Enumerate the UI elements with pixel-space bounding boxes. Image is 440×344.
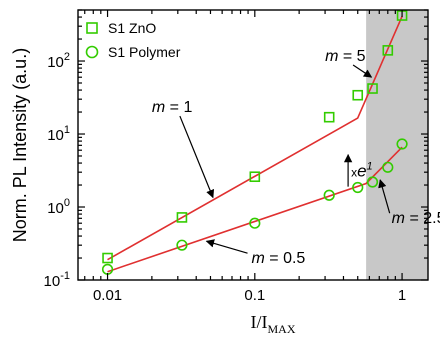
annotation-arrow-m05 [205,239,248,254]
y-tick-label: 10-1 [44,270,70,290]
y-tick-label: 100 [47,197,70,217]
polymer-data-point [176,239,188,251]
legend-label: S1 Polymer [108,44,181,60]
fit-line-2 [107,146,403,273]
polymer-data-point [396,138,408,150]
zno-data-point [102,252,113,264]
y-tick-label: 102 [47,51,70,71]
legend-square-marker [86,22,98,34]
legend-circle-marker [85,45,99,59]
x-tick-label: 0.1 [244,287,265,304]
polymer-data-point [323,189,335,201]
annotation-m5: m = 5 [325,48,366,65]
y-tick-label: 101 [47,124,70,144]
zno-data-point [352,89,364,101]
x-axis-title: I/IMAX [250,312,295,336]
annotation-arrow-m25 [378,179,391,214]
legend-label: S1 ZnO [108,20,156,36]
x-tick-label: 1 [398,287,406,304]
annotation-arrow-m1 [179,115,215,199]
zno-data-point [323,111,335,123]
zno-data-point [367,83,378,94]
fit-line-1 [107,15,403,261]
x-tick-label: 0.01 [93,287,122,304]
polymer-data-point [101,263,114,275]
annotation-m1: m = 1 [152,99,193,116]
y-axis-title: Norm. PL Intensity (a.u.) [10,48,30,242]
polymer-data-point [249,217,261,229]
zno-data-point [249,171,261,183]
annotation-m05: m = 0.5 [252,250,306,267]
polymer-data-point [352,181,364,194]
annotation-m25: m = 2.5 [392,210,440,227]
zno-data-point [382,45,394,56]
polymer-data-point [366,176,379,188]
annotation-arrow-m5 [352,64,373,78]
polymer-data-point [382,161,394,173]
zno-data-point [176,212,188,223]
factor-label: xe1 [351,161,373,181]
